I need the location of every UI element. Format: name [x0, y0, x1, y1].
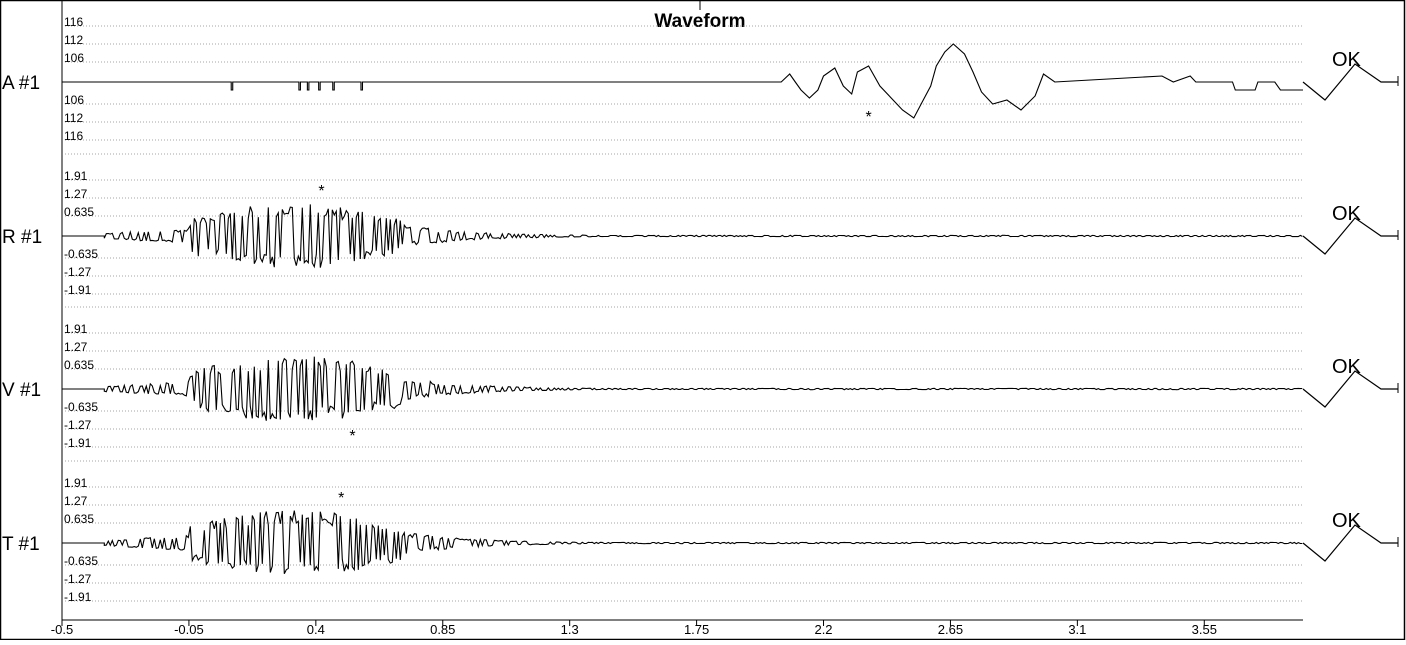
x-tick-label: 0.85: [430, 622, 455, 637]
waveform-trace: [62, 204, 1303, 269]
channel-label: R #1: [2, 227, 42, 248]
channel-status: OK: [1332, 49, 1362, 71]
y-tick-label: 0.635: [64, 205, 94, 219]
y-tick-label: 0.635: [64, 358, 94, 372]
peak-marker: *: [318, 183, 324, 200]
strip-trace: [1302, 370, 1398, 408]
waveform-trace: [62, 43, 1303, 119]
y-tick-label: -0.635: [64, 247, 98, 261]
y-tick-label: -1.27: [64, 265, 92, 279]
y-tick-label: 106: [64, 93, 84, 107]
peak-marker: *: [338, 490, 344, 507]
y-tick-label: 116: [64, 15, 83, 29]
waveform-trace: [62, 356, 1303, 421]
channel-status: OK: [1332, 203, 1362, 225]
y-tick-label: -1.91: [64, 436, 92, 450]
y-tick-label: -0.635: [64, 554, 98, 568]
y-tick-label: 1.27: [64, 187, 88, 201]
y-tick-label: 0.635: [64, 512, 94, 526]
channel-status: OK: [1332, 356, 1362, 378]
x-tick-label: 1.3: [561, 622, 579, 637]
y-tick-label: -1.27: [64, 572, 92, 586]
y-tick-label: -1.27: [64, 418, 92, 432]
channel-label: V #1: [2, 380, 41, 401]
y-tick-label: -1.91: [64, 283, 92, 297]
y-tick-label: 106: [64, 51, 84, 65]
peak-marker: *: [349, 428, 355, 445]
y-tick-label: 1.91: [64, 322, 88, 336]
channel-status: OK: [1332, 510, 1362, 532]
y-tick-label: 1.91: [64, 476, 88, 490]
y-tick-label: 1.27: [64, 494, 88, 508]
y-tick-label: -0.635: [64, 400, 98, 414]
y-tick-label: 1.27: [64, 340, 88, 354]
x-tick-label: -0.5: [51, 622, 73, 637]
peak-marker: *: [866, 109, 872, 126]
x-tick-label: 3.55: [1192, 622, 1217, 637]
x-tick-label: 2.2: [814, 622, 832, 637]
y-tick-label: 112: [64, 33, 83, 47]
y-tick-label: 1.91: [64, 169, 88, 183]
y-tick-label: -1.91: [64, 590, 92, 604]
x-tick-label: 2.65: [938, 622, 963, 637]
x-tick-label: 0.4: [307, 622, 325, 637]
chart-title: Waveform: [654, 11, 745, 32]
y-tick-label: 116: [64, 129, 83, 143]
waveform-trace: [62, 510, 1303, 574]
x-tick-label: 3.1: [1068, 622, 1086, 637]
channel-label: T #1: [2, 534, 40, 555]
channel-label: A #1: [2, 73, 40, 94]
y-tick-label: 112: [64, 111, 83, 125]
strip-trace: [1302, 217, 1398, 255]
strip-trace: [1302, 63, 1398, 101]
x-tick-label: 1.75: [684, 622, 709, 637]
x-tick-label: -0.05: [174, 622, 204, 637]
strip-trace: [1302, 524, 1398, 562]
